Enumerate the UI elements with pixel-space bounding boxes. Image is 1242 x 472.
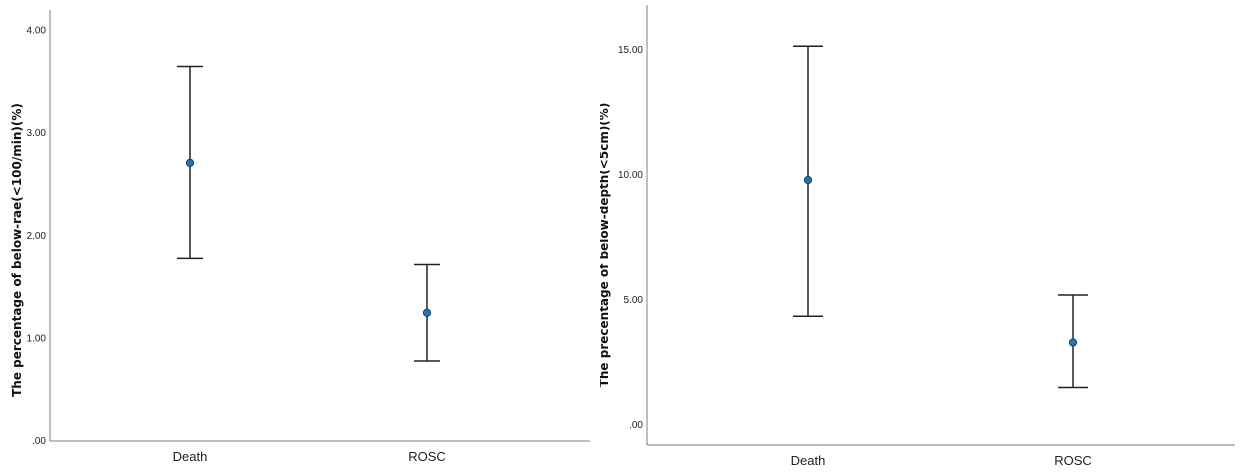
mean-point <box>422 308 432 317</box>
y-tick-labels: .00 1.00 2.00 3.00 4.00 <box>27 26 47 447</box>
mean-point <box>185 158 195 168</box>
x-tick-label: Death <box>173 449 208 464</box>
y-tick-label: 2.00 <box>27 231 47 242</box>
error-bars <box>177 65 440 362</box>
error-bars <box>793 45 1088 389</box>
chart-below-depth: The precentage of below-depth(<5cm)(%) .… <box>600 5 1235 468</box>
x-tick-labels: Death ROSC <box>173 449 446 464</box>
y-tick-label: .00 <box>629 420 643 431</box>
x-tick-label: Death <box>791 453 826 468</box>
y-tick-label: 4.00 <box>27 26 47 37</box>
x-tick-label: ROSC <box>408 449 446 464</box>
y-axis-label: The precentage of below-depth(<5cm)(%) <box>600 103 611 388</box>
y-axis-label: The percentage of below-rae(<100/min)(%) <box>10 103 24 397</box>
y-tick-label: 10.00 <box>618 170 643 181</box>
y-tick-labels: .00 5.00 10.00 15.00 <box>618 45 643 431</box>
x-tick-label: ROSC <box>1054 453 1092 468</box>
y-tick-label: 3.00 <box>27 128 47 139</box>
mean-point <box>803 175 813 185</box>
y-tick-label: .00 <box>32 436 46 447</box>
mean-point <box>1068 338 1078 347</box>
y-tick-label: 15.00 <box>618 45 643 56</box>
chart-below-rate: The percentage of below-rae(<100/min)(%)… <box>10 10 590 464</box>
y-tick-label: 5.00 <box>624 295 644 306</box>
x-tick-labels: Death ROSC <box>791 453 1092 468</box>
y-tick-label: 1.00 <box>27 333 47 344</box>
